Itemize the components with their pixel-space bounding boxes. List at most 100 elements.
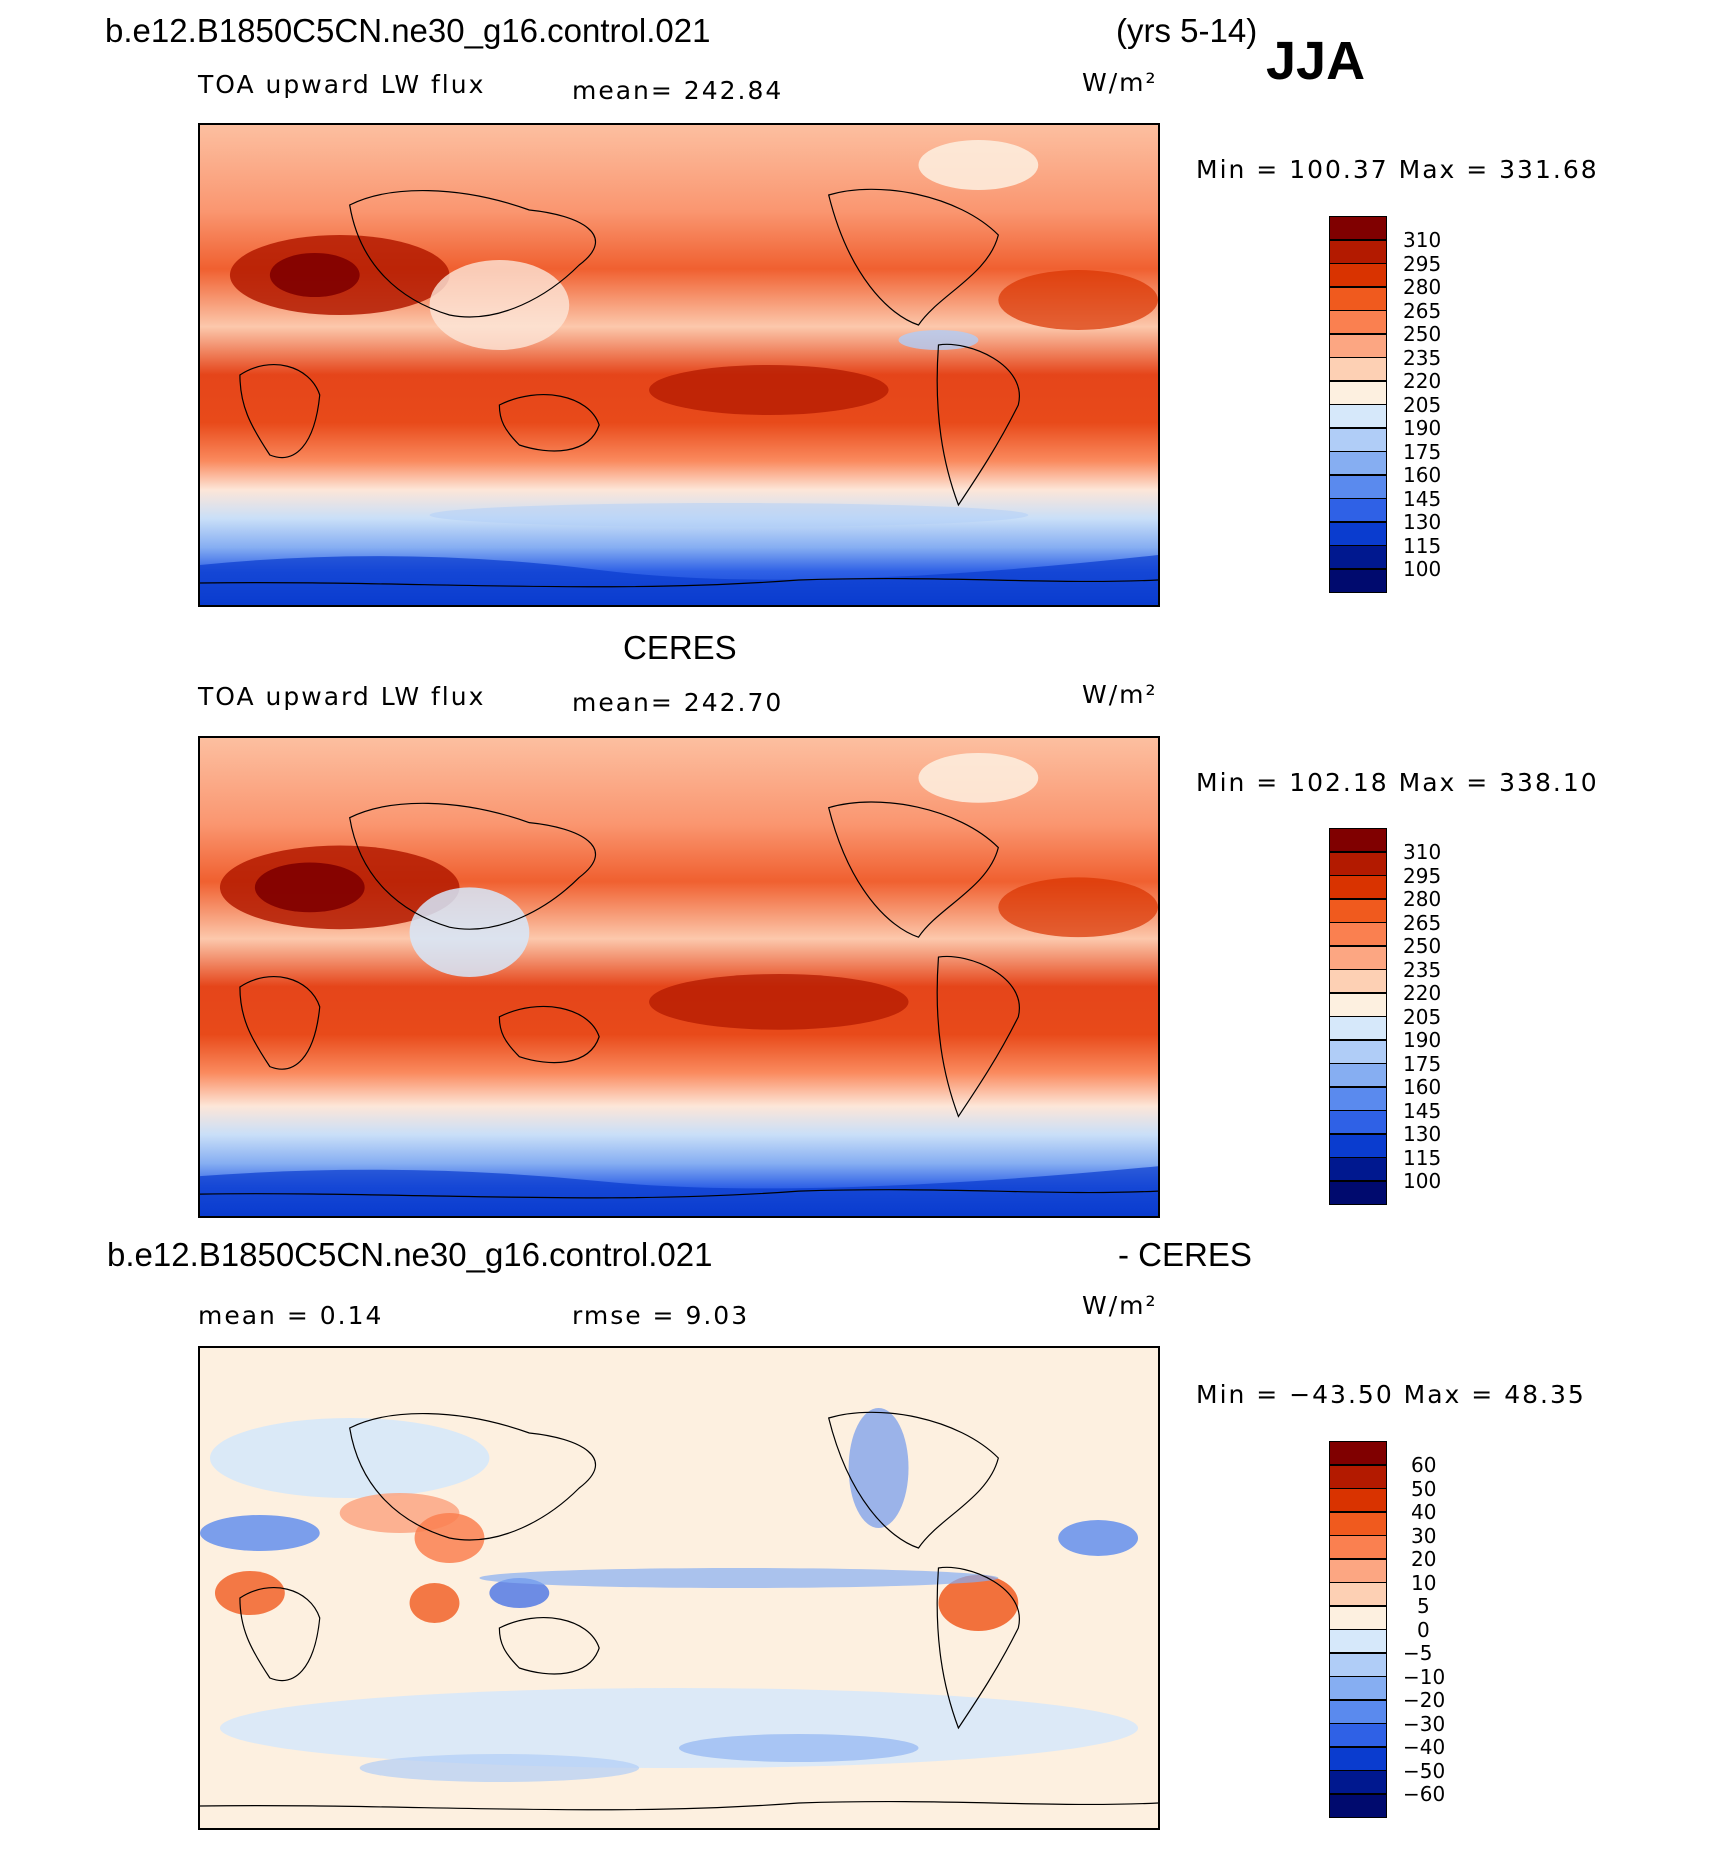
colorbar-tick: 220 (1403, 369, 1442, 393)
colorbar-tick: 250 (1403, 934, 1442, 958)
season-label: JJA (1266, 31, 1366, 91)
case-title: b.e12.B1850C5CN.ne30_g16.control.021 (105, 12, 711, 49)
colorbar-swatch (1329, 1039, 1387, 1064)
colorbar-tick: 100 (1403, 557, 1442, 581)
colorbar-tick: 220 (1403, 981, 1442, 1005)
colorbar-tick: 40 (1411, 1500, 1437, 1524)
colorbar-swatch (1329, 380, 1387, 405)
colorbar-swatch (1329, 828, 1387, 852)
difference-colorbar: 60 50 40 30 20 10 5 0 −5 −10 −20 −30 −40… (1329, 1441, 1459, 1821)
colorbar-swatch (1329, 875, 1387, 899)
model-lw-flux-map (198, 123, 1160, 607)
colorbar-swatch (1329, 545, 1387, 569)
panel2-mean: mean= 242.70 (572, 688, 784, 717)
panel3-mean: mean = 0.14 (198, 1301, 384, 1330)
colorbar-tick: 190 (1403, 1028, 1442, 1052)
colorbar-tick: 145 (1403, 487, 1442, 511)
colorbar-swatch (1329, 1488, 1387, 1512)
colorbar-tick: 160 (1403, 463, 1442, 487)
colorbar-tick: 175 (1403, 1052, 1442, 1076)
colorbar-tick: 235 (1403, 346, 1442, 370)
panel3-title-left: b.e12.B1850C5CN.ne30_g16.control.021 (107, 1236, 713, 1273)
panel2-minmax: Min = 102.18 Max = 338.10 (1196, 768, 1599, 797)
colorbar-tick: 115 (1403, 1146, 1442, 1170)
colorbar-swatch (1329, 1770, 1387, 1794)
colorbar-tick: 295 (1403, 864, 1442, 888)
colorbar-swatch (1329, 286, 1387, 311)
colorbar-swatch (1329, 1723, 1387, 1747)
model-map-field (200, 125, 1158, 605)
colorbar-tick: 145 (1403, 1099, 1442, 1123)
colorbar-swatch (1329, 498, 1387, 522)
panel1-mean: mean= 242.84 (572, 76, 784, 105)
ceres-map-field (200, 738, 1158, 1216)
colorbar-swatch (1329, 1582, 1387, 1606)
colorbar-tick: 205 (1403, 393, 1442, 417)
colorbar-swatch (1329, 1511, 1387, 1536)
colorbar-swatch (1329, 333, 1387, 358)
colorbar-swatch (1329, 992, 1387, 1017)
colorbar-tick: 10 (1411, 1571, 1437, 1595)
colorbar-swatch (1329, 922, 1387, 946)
colorbar-tick: 175 (1403, 440, 1442, 464)
colorbar-tick: −60 (1403, 1782, 1446, 1806)
colorbar-swatch (1329, 1605, 1387, 1630)
colorbar-swatch (1329, 1110, 1387, 1134)
colorbar-swatch (1329, 1016, 1387, 1040)
difference-map-field (200, 1348, 1158, 1828)
colorbar-swatch (1329, 898, 1387, 923)
colorbar-swatch (1329, 1652, 1387, 1677)
colorbar-tick: 130 (1403, 510, 1442, 534)
colorbar-tick: 205 (1403, 1005, 1442, 1029)
colorbar-swatch (1329, 521, 1387, 546)
colorbar-swatch (1329, 1157, 1387, 1181)
panel2-variable: TOA upward LW flux (198, 682, 486, 711)
colorbar-tick: 50 (1411, 1477, 1437, 1501)
colorbar-tick: 310 (1403, 840, 1442, 864)
colorbar-swatch (1329, 1180, 1387, 1205)
colorbar-tick: 5 (1417, 1594, 1430, 1618)
colorbar-swatch (1329, 1676, 1387, 1700)
colorbar-tick: −20 (1403, 1688, 1446, 1712)
colorbar-swatch (1329, 1699, 1387, 1724)
colorbar-tick: 295 (1403, 252, 1442, 276)
colorbar-tick: −50 (1403, 1759, 1446, 1783)
colorbar-swatch (1329, 1441, 1387, 1465)
colorbar-tick: −30 (1403, 1712, 1446, 1736)
model-colorbar: 310 295 280 265 250 235 220 205 190 175 … (1329, 216, 1459, 596)
colorbar-swatch (1329, 568, 1387, 593)
colorbar-tick: 250 (1403, 322, 1442, 346)
colorbar-tick: 20 (1411, 1547, 1437, 1571)
colorbar-tick: 265 (1403, 299, 1442, 323)
colorbar-swatch (1329, 404, 1387, 428)
colorbar-swatch (1329, 263, 1387, 287)
panel2-units: W/m² (1082, 680, 1158, 709)
colorbar-tick: 310 (1403, 228, 1442, 252)
colorbar-swatch (1329, 1793, 1387, 1818)
colorbar-swatch (1329, 427, 1387, 452)
panel1-variable: TOA upward LW flux (198, 70, 486, 99)
colorbar-tick: 115 (1403, 534, 1442, 558)
colorbar-tick: −5 (1403, 1641, 1433, 1665)
panel3-title-right: - CERES (1118, 1236, 1252, 1273)
colorbar-tick: 265 (1403, 911, 1442, 935)
panel2-title: CERES (623, 629, 737, 666)
colorbar-swatch (1329, 474, 1387, 499)
colorbar-tick: −40 (1403, 1735, 1446, 1759)
colorbar-swatch (1329, 239, 1387, 264)
colorbar-tick: 100 (1403, 1169, 1442, 1193)
colorbar-tick: 280 (1403, 887, 1442, 911)
colorbar-tick: 0 (1417, 1618, 1430, 1642)
colorbar-swatch (1329, 216, 1387, 240)
colorbar-tick: 60 (1411, 1453, 1437, 1477)
colorbar-swatch (1329, 1558, 1387, 1583)
ceres-colorbar: 310 295 280 265 250 235 220 205 190 175 … (1329, 828, 1459, 1208)
colorbar-tick: 130 (1403, 1122, 1442, 1146)
panel3-minmax: Min = −43.50 Max = 48.35 (1196, 1380, 1586, 1409)
colorbar-tick: −10 (1403, 1665, 1446, 1689)
difference-map (198, 1346, 1160, 1830)
colorbar-tick: 160 (1403, 1075, 1442, 1099)
colorbar-swatch (1329, 1464, 1387, 1489)
panel3-rmse: rmse = 9.03 (572, 1301, 750, 1330)
colorbar-swatch (1329, 945, 1387, 970)
